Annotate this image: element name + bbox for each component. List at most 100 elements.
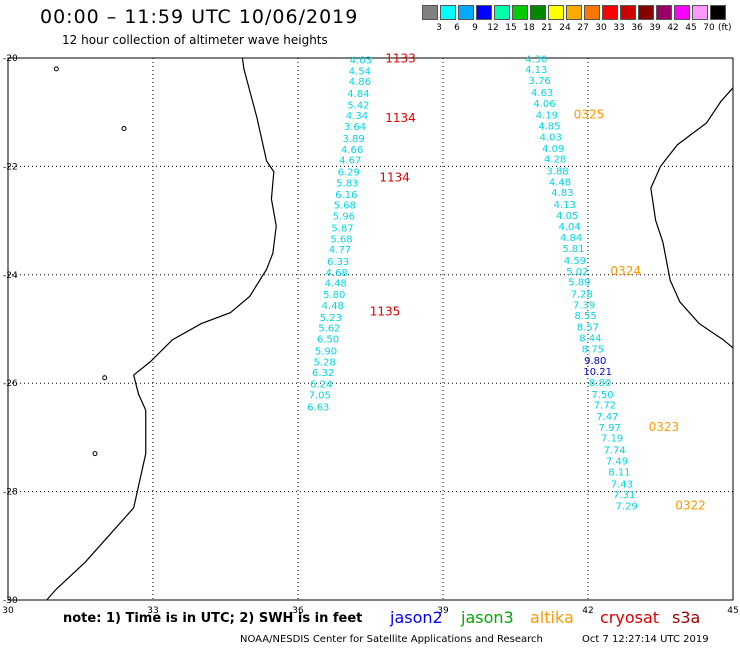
lat-tick-label: -30 bbox=[3, 596, 18, 606]
track-left-wave-value: 6.29 bbox=[338, 168, 360, 179]
scale-swatch bbox=[656, 5, 672, 20]
island-shape bbox=[92, 451, 98, 457]
lat-tick-label: -20 bbox=[3, 54, 18, 64]
track-left-wave-value: 6.33 bbox=[327, 257, 349, 268]
track-left-wave-value: 4.48 bbox=[322, 301, 344, 312]
scale-swatch bbox=[692, 5, 708, 20]
track-right-wave-value: 5.89 bbox=[568, 278, 590, 289]
track-right-wave-value: 4.13 bbox=[525, 65, 547, 76]
track-right-wave-value: 7.39 bbox=[573, 300, 595, 311]
map-frame bbox=[7, 57, 734, 601]
lon-tick-label: 45 bbox=[727, 606, 738, 616]
lon-tick-label: 33 bbox=[147, 606, 158, 616]
track-right-wave-value: 8.55 bbox=[574, 311, 596, 322]
lon-tick-label: 42 bbox=[582, 606, 593, 616]
track-right-wave-value: 7.50 bbox=[591, 390, 613, 401]
track-right-wave-value: 7.74 bbox=[603, 446, 625, 457]
legend-altika: altika bbox=[530, 608, 574, 627]
track-left-wave-value: 4.34 bbox=[346, 111, 368, 122]
track-right-wave-value: 7.19 bbox=[601, 434, 623, 445]
scale-label: 42 bbox=[667, 23, 679, 33]
track-right-wave-value: 4.04 bbox=[559, 222, 581, 233]
scale-label: 36 bbox=[631, 23, 643, 33]
track-right-wave-value: 4.48 bbox=[549, 177, 571, 188]
scale-label: 45 bbox=[685, 23, 697, 33]
track-right-wave-value: 5.02 bbox=[566, 267, 588, 278]
track-left-wave-value: 7.05 bbox=[309, 390, 331, 401]
scale-swatch bbox=[494, 5, 510, 20]
track-left-wave-value: 5.68 bbox=[330, 234, 352, 245]
scale-swatch bbox=[548, 5, 564, 20]
scale-unit: (ft) bbox=[718, 23, 732, 33]
scale-label: 39 bbox=[649, 23, 661, 33]
track-right-wave-value: 4.13 bbox=[554, 200, 576, 211]
lon-tick-label: 36 bbox=[292, 606, 304, 616]
scale-swatch bbox=[476, 5, 492, 20]
track-left-wave-value: 5.28 bbox=[313, 357, 335, 368]
scale-label: 27 bbox=[577, 23, 589, 33]
lat-tick-label: -24 bbox=[3, 271, 18, 281]
island-shape bbox=[121, 125, 127, 131]
track-left-wave-value: 6.50 bbox=[317, 335, 339, 346]
track-right-wave-value: 7.72 bbox=[594, 401, 616, 412]
legend-jason2: jason2 bbox=[390, 608, 443, 627]
scale-label: 12 bbox=[487, 23, 499, 33]
track-right-wave-value: 4.19 bbox=[536, 111, 558, 122]
track-right-time-label: 0323 bbox=[649, 420, 680, 434]
track-left-wave-value: 5.87 bbox=[331, 223, 353, 234]
track-left-wave-value: 4.68 bbox=[326, 268, 348, 279]
map-title: 00:00 – 11:59 UTC 10/06/2019 bbox=[40, 6, 359, 28]
track-right-wave-value: 7.47 bbox=[596, 412, 618, 423]
scale-label: 18 bbox=[523, 23, 535, 33]
track-right-wave-value: 4.06 bbox=[533, 99, 555, 110]
track-left-wave-value: 4.48 bbox=[325, 279, 347, 290]
track-left-wave-value: 3.64 bbox=[344, 122, 366, 133]
credit-date: Oct 7 12:27:14 UTC 2019 bbox=[582, 634, 709, 645]
lat-tick-label: -26 bbox=[3, 379, 18, 389]
scale-swatch bbox=[620, 5, 636, 20]
track-left-wave-value: 4.54 bbox=[349, 66, 371, 77]
track-right-wave-value: 7.43 bbox=[611, 479, 633, 490]
track-left-wave-value: 5.68 bbox=[334, 201, 356, 212]
scale-swatch bbox=[422, 5, 438, 20]
track-left-wave-value: 6.32 bbox=[312, 368, 334, 379]
legend-cryosat: cryosat bbox=[600, 608, 660, 627]
credit-line: NOAA/NESDIS Center for Satellite Applica… bbox=[240, 634, 543, 645]
track-right-wave-value: 8.57 bbox=[577, 323, 599, 334]
track-right-wave-value: 7.29 bbox=[616, 501, 638, 512]
track-right-wave-value: 4.83 bbox=[551, 188, 573, 199]
scale-swatch bbox=[602, 5, 618, 20]
scale-label: 9 bbox=[472, 23, 478, 33]
lat-tick-label: -22 bbox=[3, 162, 18, 172]
track-right-wave-value: 10.21 bbox=[583, 367, 612, 378]
track-right-wave-value: 3.88 bbox=[546, 167, 568, 178]
lat-tick-label: -28 bbox=[3, 488, 18, 498]
track-left-wave-value: 3.89 bbox=[342, 134, 364, 145]
coastline-madagascar bbox=[650, 87, 734, 349]
scale-swatch bbox=[512, 5, 528, 20]
map-subtitle: 12 hour collection of altimeter wave hei… bbox=[62, 33, 328, 47]
island-shape bbox=[53, 66, 59, 72]
track-left-time-label: 1134 bbox=[385, 111, 416, 125]
track-left-wave-value: 4.03 bbox=[350, 55, 372, 66]
track-right-wave-value: 8.44 bbox=[579, 333, 601, 344]
track-left-wave-value: 4.86 bbox=[349, 77, 371, 88]
track-left-wave-value: 4.66 bbox=[341, 145, 363, 156]
scale-swatch bbox=[458, 5, 474, 20]
coastline-mozambique bbox=[46, 57, 277, 601]
track-left-wave-value: 6.16 bbox=[335, 190, 357, 201]
track-left-wave-value: 4.67 bbox=[339, 156, 361, 167]
track-right-wave-value: 9.80 bbox=[584, 356, 606, 367]
lon-tick-label: 39 bbox=[437, 606, 449, 616]
track-right-time-label: 0322 bbox=[675, 498, 706, 512]
track-right-wave-value: 4.59 bbox=[564, 256, 586, 267]
track-right-wave-value: 7.49 bbox=[606, 457, 628, 468]
track-left-time-label: 1135 bbox=[370, 304, 401, 318]
scale-label: 33 bbox=[613, 23, 625, 33]
track-right-wave-value: 4.03 bbox=[540, 132, 562, 143]
scale-label: 6 bbox=[454, 23, 460, 33]
scale-swatch bbox=[674, 5, 690, 20]
scale-label: 24 bbox=[559, 23, 571, 33]
track-left-wave-value: 5.80 bbox=[323, 290, 345, 301]
scale-label: 3 bbox=[436, 23, 442, 33]
